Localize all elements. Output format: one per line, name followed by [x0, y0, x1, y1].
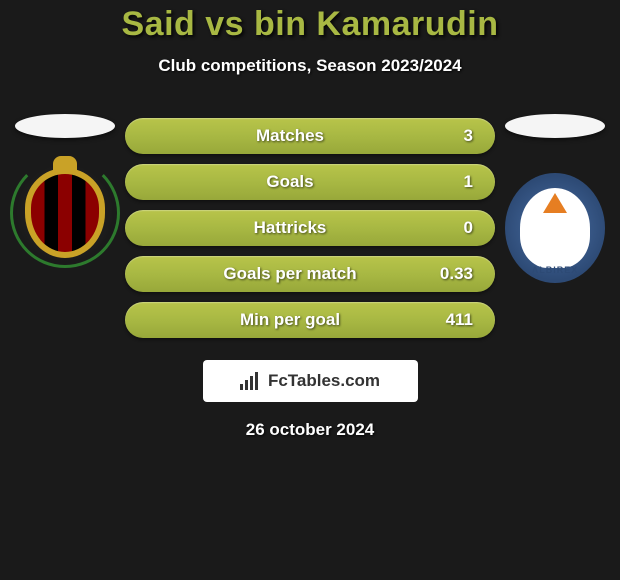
stat-value: 1	[433, 172, 473, 192]
chart-icon	[240, 372, 262, 390]
stat-label: Matches	[147, 126, 433, 146]
stat-label: Min per goal	[147, 310, 433, 330]
stat-label: Goals per match	[147, 264, 433, 284]
main-layout: Matches 3 Goals 1 Hattricks 0 Goals per …	[0, 114, 620, 338]
stats-list: Matches 3 Goals 1 Hattricks 0 Goals per …	[125, 114, 495, 338]
stat-label: Goals	[147, 172, 433, 192]
page-title: Said vs bin Kamarudin	[121, 5, 498, 44]
brand-box[interactable]: FcTables.com	[203, 360, 418, 402]
stat-value: 3	[433, 126, 473, 146]
left-side	[5, 114, 125, 263]
crest-icon	[25, 168, 105, 258]
stat-value: 0	[433, 218, 473, 238]
subtitle: Club competitions, Season 2023/2024	[158, 56, 461, 76]
swan-icon	[520, 188, 590, 268]
team-right-text: ALBIREX	[505, 265, 605, 275]
date-label: 26 october 2024	[246, 420, 375, 440]
stat-value: 411	[433, 310, 473, 330]
stat-label: Hattricks	[147, 218, 433, 238]
brand-text: FcTables.com	[268, 371, 380, 391]
team-logo-left	[15, 163, 115, 263]
stat-row: Goals per match 0.33	[125, 256, 495, 292]
comparison-card: Said vs bin Kamarudin Club competitions,…	[0, 0, 620, 580]
stat-value: 0.33	[433, 264, 473, 284]
stat-row: Matches 3	[125, 118, 495, 154]
player-ellipse-left	[15, 114, 115, 138]
player-ellipse-right	[505, 114, 605, 138]
team-logo-right: ALBIREX	[505, 173, 605, 283]
stat-row: Min per goal 411	[125, 302, 495, 338]
stat-row: Goals 1	[125, 164, 495, 200]
right-side: ALBIREX	[495, 114, 615, 283]
stat-row: Hattricks 0	[125, 210, 495, 246]
